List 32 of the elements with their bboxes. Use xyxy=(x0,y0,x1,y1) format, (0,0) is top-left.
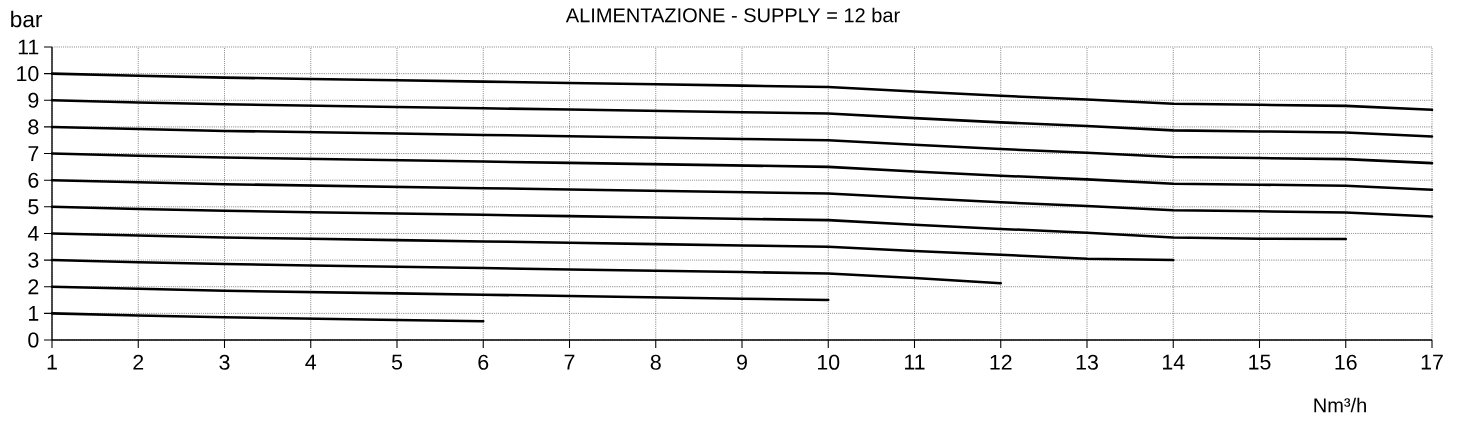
y-tick-label: 0 xyxy=(28,332,39,348)
chart-title: ALIMENTAZIONE - SUPPLY = 12 bar xyxy=(565,7,900,23)
x-tick-label: 4 xyxy=(305,354,317,370)
x-tick-label: 3 xyxy=(219,354,230,370)
x-tick-label: 16 xyxy=(1335,354,1357,370)
x-tick-label: 9 xyxy=(737,354,747,370)
x-axis-title: Nm³/h xyxy=(1314,397,1366,413)
y-tick-label: 10 xyxy=(17,66,39,82)
y-tick-label: 7 xyxy=(28,146,39,161)
x-tick-label: 12 xyxy=(990,354,1012,370)
y-tick-label: 4 xyxy=(27,226,39,241)
y-axis-title: bar xyxy=(11,10,43,28)
x-tick-label: 1 xyxy=(47,354,57,370)
x-tick-label: 15 xyxy=(1249,354,1271,370)
x-tick-label: 11 xyxy=(905,354,925,370)
x-tick-label: 17 xyxy=(1421,354,1443,370)
y-tick-label: 3 xyxy=(28,252,39,268)
x-tick-label: 13 xyxy=(1076,354,1098,370)
y-tick-label: 2 xyxy=(28,279,39,295)
x-tick-label: 7 xyxy=(564,354,575,370)
y-tick-label: 8 xyxy=(28,119,39,135)
y-tick-label: 11 xyxy=(18,39,39,55)
x-tick-label: 5 xyxy=(391,354,403,370)
x-tick-label: 2 xyxy=(133,354,144,370)
x-tick-label: 10 xyxy=(818,354,840,370)
y-tick-label: 5 xyxy=(28,199,39,215)
y-tick-label: 9 xyxy=(28,92,39,108)
x-tick-label: 6 xyxy=(478,354,489,370)
y-tick-label: 6 xyxy=(28,172,39,188)
x-tick-label: 8 xyxy=(650,354,661,370)
y-tick-label: 1 xyxy=(29,306,39,321)
x-tick-label: 14 xyxy=(1163,354,1185,370)
